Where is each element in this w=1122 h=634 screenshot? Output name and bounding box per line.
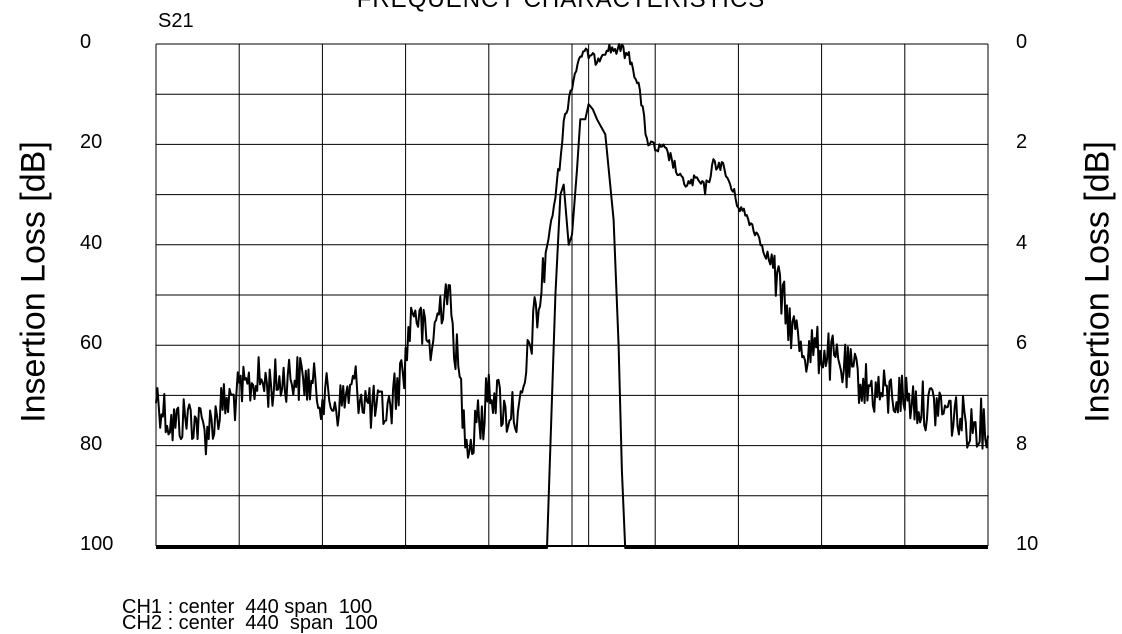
chart-title: FREQUENCY CHARACTERISTICS (0, 0, 1122, 14)
ch2-note-text: CH2 : center 440 span 100 (122, 612, 378, 634)
y-tick-label-right: 0 (1016, 31, 1028, 53)
ch2-note: CH2 : center 440 span 100 (122, 612, 378, 634)
y-axis-label-right: Insertion Loss [dB] (1078, 141, 1117, 423)
y-tick-label-right: 4 (1016, 231, 1028, 254)
ch1-note: CH1 : center 440 span 100 (122, 596, 373, 618)
y-tick-label-right: 10 (1016, 533, 1039, 555)
y-tick-label-left: 40 (80, 231, 103, 254)
y-tick-label-left: 60 (80, 332, 103, 355)
y-tick-label-left: 0 (80, 31, 92, 53)
y-tick-label-right: 8 (1016, 432, 1028, 455)
y-tick-label-right: 2 (1016, 131, 1028, 154)
chart-traces (155, 43, 989, 549)
trace-label: S21 (158, 10, 194, 32)
series-line-2 (156, 103, 988, 549)
y-tick-label-right: 6 (1016, 332, 1028, 355)
y-axis-label-left: Insertion Loss [dB] (14, 141, 53, 423)
center-markers (571, 44, 590, 546)
y-tick-label-left: 100 (80, 533, 114, 555)
series-line-1 (155, 43, 989, 459)
y-tick-label-left: 20 (80, 131, 103, 154)
y-tick-label-left: 80 (80, 432, 103, 455)
